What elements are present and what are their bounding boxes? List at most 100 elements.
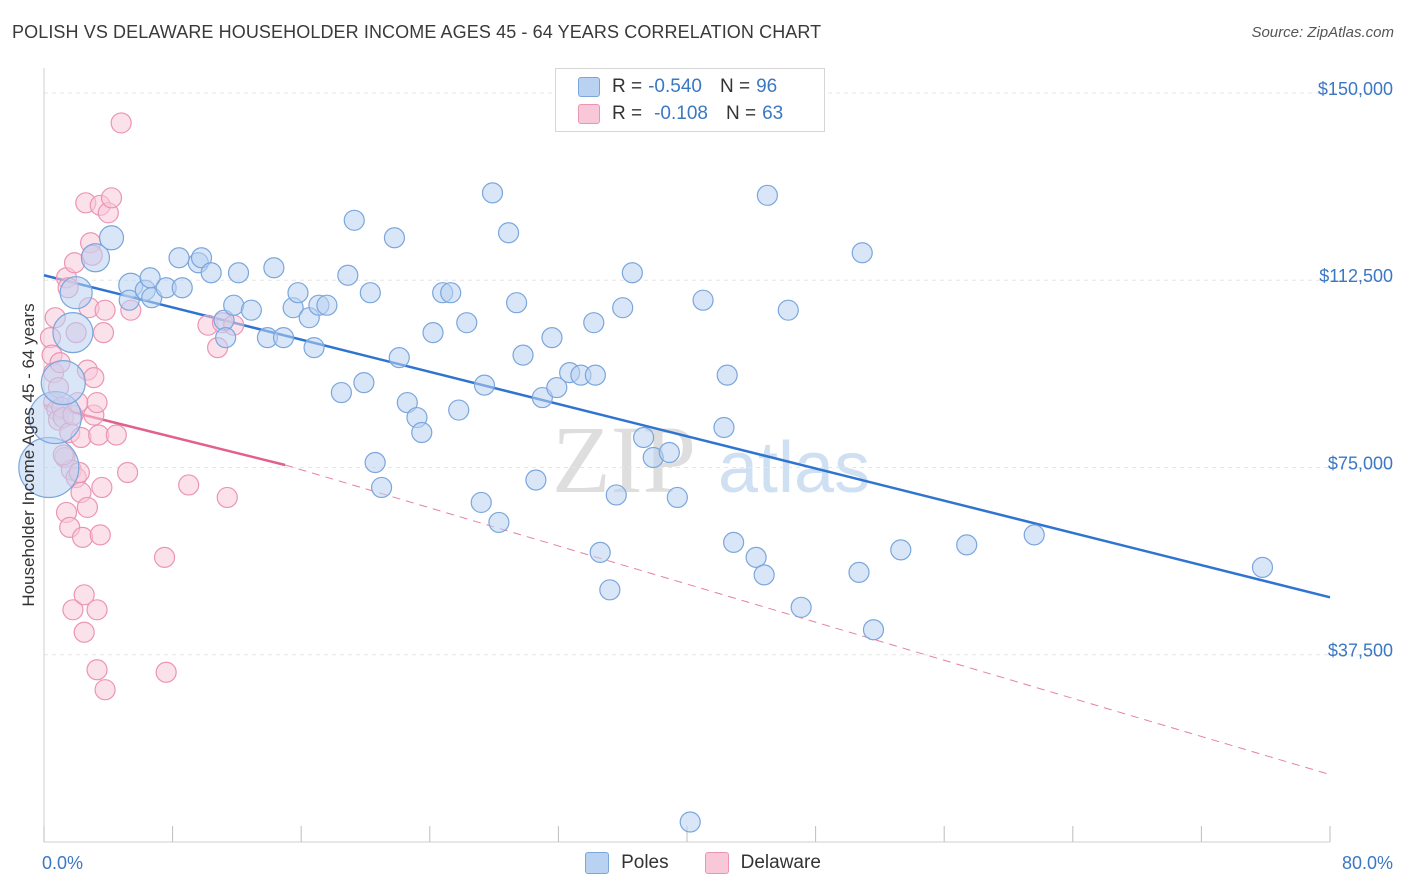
poles-point: [59, 276, 93, 310]
poles-point: [851, 242, 873, 264]
poles-point: [139, 267, 161, 289]
legend-r-value: -0.540: [648, 76, 702, 97]
delaware-point: [94, 679, 116, 701]
poles-point: [52, 312, 94, 354]
bottom-legend-swatch-delaware: [704, 852, 729, 874]
legend-n-value: 96: [756, 76, 778, 97]
delaware-point: [76, 496, 99, 519]
poles-point: [330, 381, 352, 404]
poles-point: [658, 441, 680, 464]
watermark-atlas: atlas: [718, 428, 870, 508]
poles-point: [541, 327, 563, 349]
poles-point: [605, 484, 627, 506]
poles-point: [481, 182, 504, 204]
delaware-point: [83, 367, 105, 389]
legend-n-label: N =: [719, 76, 751, 97]
y-tick-label: $112,500: [1319, 266, 1393, 286]
watermark: ZIP atlas: [552, 406, 870, 513]
y-tick-label: $150,000: [1318, 79, 1393, 99]
delaware-point: [86, 391, 108, 414]
x-tick-label: 80.0%: [1342, 853, 1393, 873]
poles-point: [98, 225, 125, 251]
bottom-legend-label-poles: Poles: [621, 852, 669, 873]
delaware-point: [86, 599, 108, 621]
poles-point: [745, 546, 767, 568]
delaware-point: [153, 546, 176, 568]
y-tick-label: $37,500: [1328, 641, 1393, 661]
poles-point: [1023, 524, 1045, 546]
bottom-legend-poles: Poles: [585, 852, 669, 874]
data-points: [18, 112, 1274, 833]
poles-point: [316, 294, 338, 316]
legend-r-label: R =: [612, 103, 643, 124]
poles-point: [612, 297, 634, 319]
legend-r-value: -0.108: [654, 103, 708, 124]
delaware-point: [94, 299, 116, 321]
delaware-trend-extension: [284, 464, 1331, 776]
poles-point: [353, 371, 375, 394]
poles-point: [723, 531, 745, 553]
legend-n-label: N =: [725, 103, 757, 124]
y-tick-label: $75,000: [1328, 453, 1393, 473]
poles-point: [531, 386, 553, 409]
delaware-point: [92, 322, 115, 344]
poles-point: [848, 561, 870, 583]
poles-point: [456, 312, 478, 334]
poles-point: [488, 511, 510, 534]
legend-r-label: R =: [612, 76, 643, 97]
poles-point: [546, 376, 568, 399]
poles-point: [40, 359, 86, 406]
delaware-point: [110, 112, 132, 134]
poles-point: [118, 289, 140, 311]
poles-point: [1251, 556, 1274, 578]
poles-point: [753, 564, 775, 586]
poles-point: [525, 469, 547, 491]
y-axis-label: Householder Income Ages 45 - 64 years: [19, 303, 38, 606]
poles-point: [223, 294, 245, 316]
chart-title: POLISH VS DELAWARE HOUSEHOLDER INCOME AG…: [12, 22, 822, 42]
poles-point: [790, 596, 812, 618]
poles-point: [422, 322, 444, 344]
poles-point: [343, 209, 365, 231]
legend-n-value: 63: [762, 103, 784, 124]
poles-point: [599, 579, 621, 601]
poles-point: [80, 243, 111, 273]
delaware-point: [89, 524, 111, 546]
poles-point: [200, 262, 222, 284]
delaware-point: [91, 476, 113, 499]
poles-point: [777, 299, 799, 321]
poles-point: [890, 539, 912, 561]
poles-point: [364, 451, 386, 474]
bottom-legend-swatch-poles: [585, 852, 610, 874]
legend: R = -0.540 N = 96 R = -0.108 N = 63: [555, 68, 825, 132]
poles-point: [171, 277, 193, 299]
poles-point: [215, 327, 237, 349]
legend-swatch-delaware: [578, 104, 600, 124]
poles-point: [497, 222, 520, 244]
poles-point: [448, 399, 470, 421]
poles-point: [632, 426, 655, 449]
poles-point: [383, 227, 406, 249]
delaware-point: [88, 424, 110, 446]
poles-point: [473, 374, 496, 396]
poles-point: [506, 292, 528, 314]
poles-point: [621, 262, 643, 284]
poles-point: [411, 421, 433, 444]
delaware-point: [86, 659, 108, 681]
poles-point: [470, 491, 492, 514]
poles-point: [272, 327, 295, 349]
poles-point: [692, 289, 714, 311]
delaware-point: [100, 187, 123, 209]
poles-point: [240, 299, 262, 321]
poles-trend-line: [43, 274, 1331, 599]
poles-point: [396, 391, 418, 414]
poles-point: [168, 247, 190, 269]
delaware-point: [73, 621, 95, 643]
poles-point: [716, 364, 738, 386]
delaware-point: [216, 486, 238, 509]
source-label: Source: ZipAtlas.com: [1251, 24, 1394, 41]
poles-point: [713, 416, 735, 439]
bottom-legend-delaware: Delaware: [704, 852, 821, 874]
delaware-point: [62, 599, 84, 621]
